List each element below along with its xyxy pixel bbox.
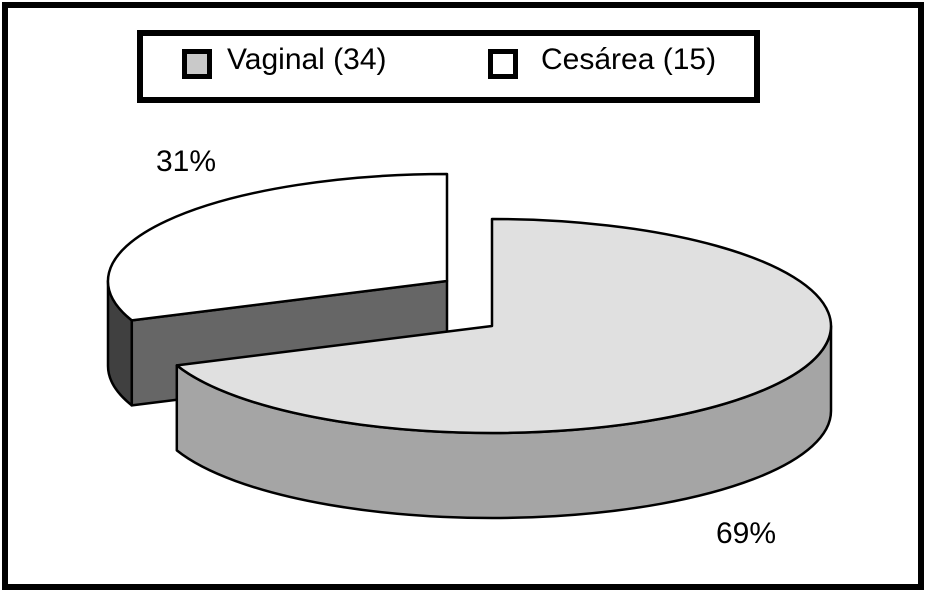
- legend-swatch: [182, 49, 212, 79]
- legend-swatch: [488, 49, 518, 79]
- pie-top-Vaginal: [175, 217, 833, 435]
- legend-label-cesarea: Cesárea (15): [541, 43, 717, 76]
- legend-label-vaginal: Vaginal (34): [227, 43, 387, 76]
- pct-label-vaginal: 69%: [716, 517, 777, 550]
- pie-top-Cesárea: [106, 172, 449, 322]
- legend-box: Vaginal (34) Cesárea (15): [137, 30, 760, 103]
- pct-label-cesarea: 31%: [156, 145, 217, 178]
